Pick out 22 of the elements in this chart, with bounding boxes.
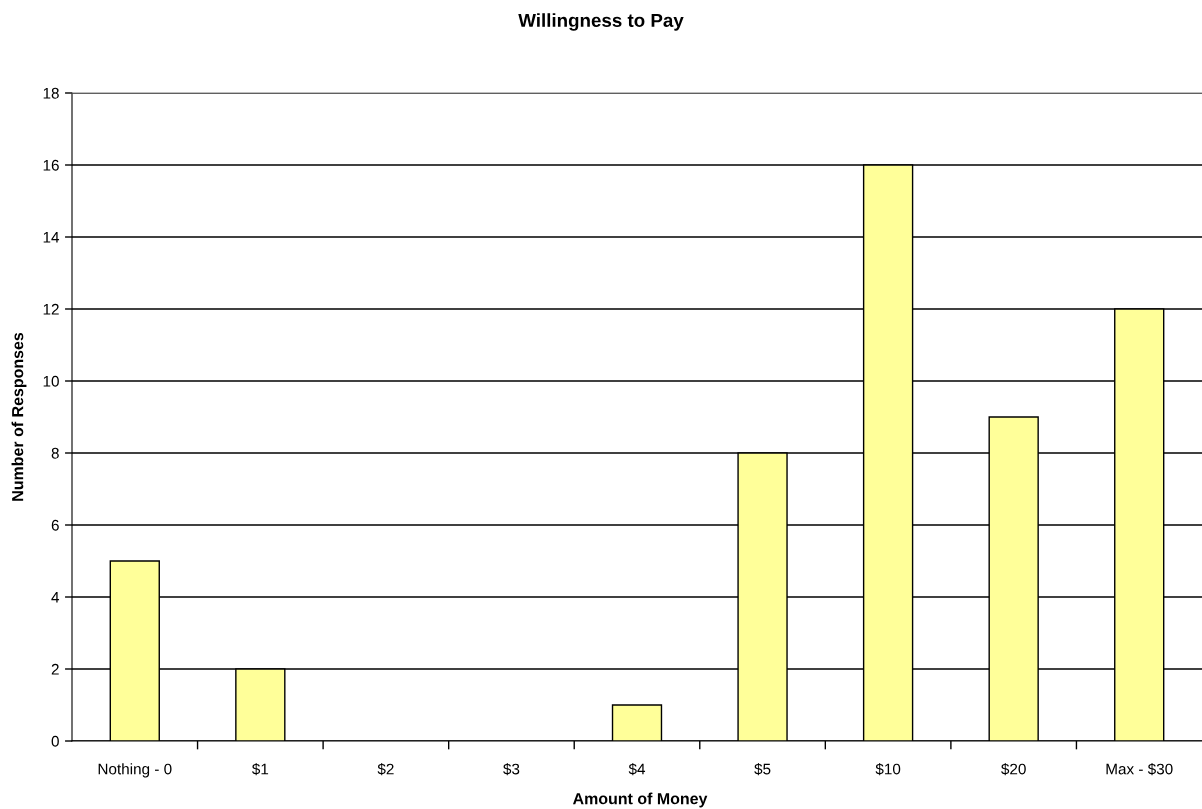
y-tick-label: 10	[43, 375, 59, 387]
y-tick-label: 2	[51, 663, 59, 675]
x-tick-label: Max - $30	[1106, 762, 1173, 776]
y-tick-label: 16	[43, 159, 59, 171]
x-tick-label: $20	[1001, 762, 1026, 776]
y-tick-label: 0	[51, 735, 59, 747]
x-tick-label: $4	[628, 762, 646, 776]
y-tick-label: 18	[43, 87, 59, 99]
y-tick-label: 6	[51, 519, 59, 531]
x-tick-label: $5	[754, 762, 771, 776]
y-tick-label: 4	[51, 592, 60, 603]
y-axis-title: Number of Responses	[11, 332, 27, 501]
x-tick-label: $10	[875, 762, 901, 776]
x-tick-label: Nothing - 0	[98, 763, 172, 778]
x-tick-label: $2	[377, 762, 394, 776]
x-axis-title: Amount of Money	[572, 792, 708, 808]
y-tick-label: 14	[43, 232, 60, 243]
y-tick-label: 8	[51, 447, 59, 459]
chart-title: Willingness to Pay	[518, 13, 684, 31]
y-tick-label: 12	[43, 303, 59, 315]
x-tick-label: $3	[503, 762, 520, 776]
x-tick-label: $1	[252, 762, 269, 776]
